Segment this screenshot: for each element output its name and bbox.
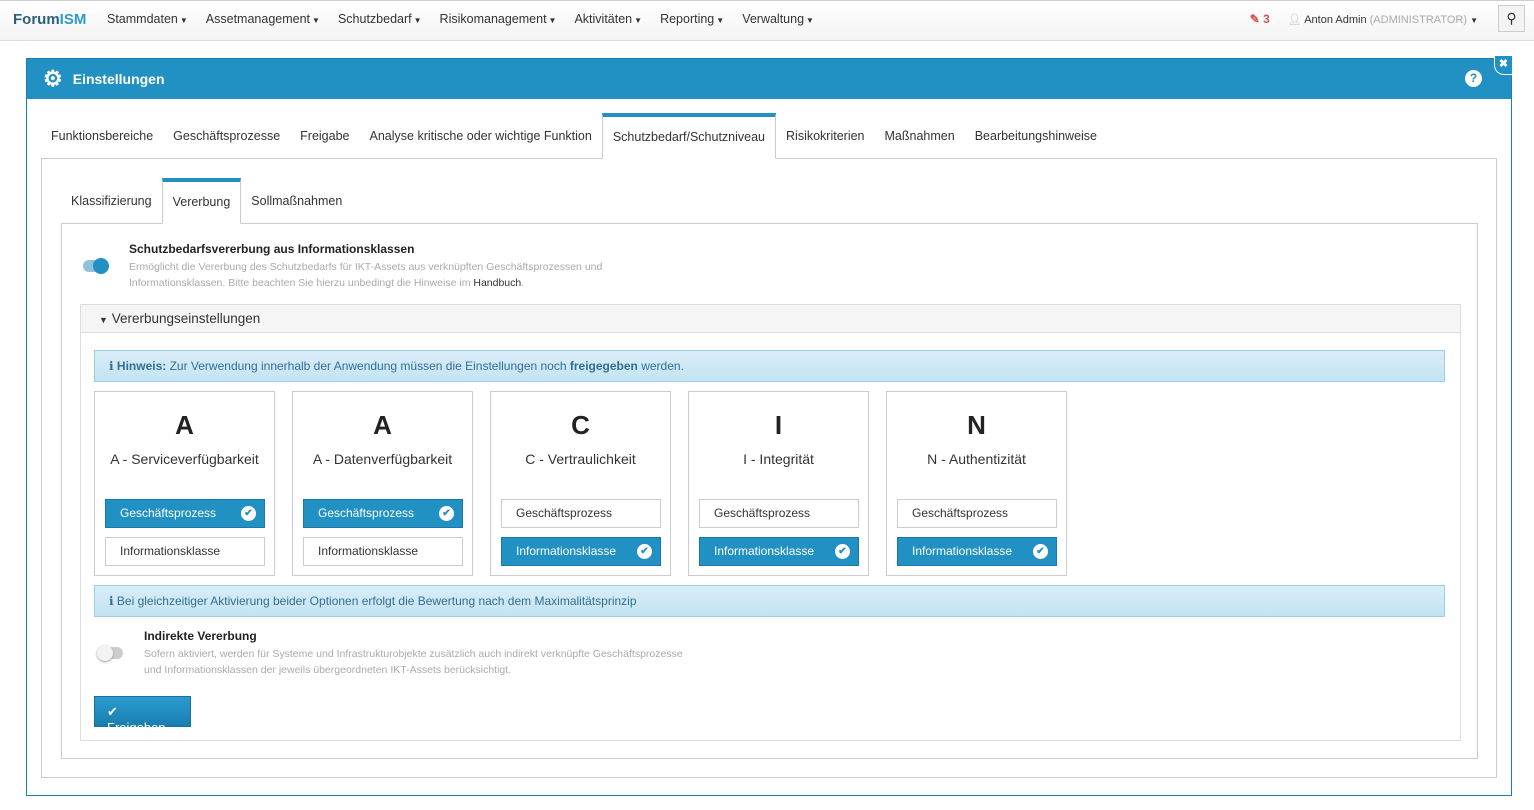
check-circle-icon: ✔ <box>439 506 454 521</box>
tab[interactable]: Freigabe <box>300 129 350 143</box>
tab[interactable]: Geschäftsprozesse <box>173 129 281 143</box>
tab[interactable]: Risikokriterien <box>786 129 865 143</box>
notifications-link[interactable]: ✎ 3 <box>1250 12 1270 26</box>
user-menu[interactable]: 👤︎ Anton Admin (ADMINISTRATOR) ▼ <box>1288 13 1478 26</box>
subtab[interactable]: Sollmaßnahmen <box>251 194 343 208</box>
help-icon[interactable]: ? <box>1465 70 1482 87</box>
brand-text: Forum <box>13 11 60 28</box>
modal-header: ⚙ Einstellungen <box>27 59 1511 99</box>
caret-down-icon: ▼ <box>548 16 557 25</box>
protection-card: I I - Integrität Geschäftsprozess Informati… <box>688 391 869 576</box>
caret-down-icon: ▼ <box>716 16 725 25</box>
option-button[interactable]: Geschäftsprozess <box>501 499 661 528</box>
check-circle-icon: ✔ <box>637 544 652 559</box>
protection-card: C C - Vertraulichkeit Geschäftsprozess Info… <box>490 391 671 576</box>
panel-header[interactable]: ▼ Vererbungseinstellungen <box>81 305 1460 333</box>
caret-down-icon: ▼ <box>413 16 422 25</box>
tab[interactable]: Bearbeitungshinweise <box>974 129 1098 143</box>
indirect-title: Indirekte Vererbung <box>144 629 257 643</box>
protection-card: A A - Serviceverfügbarkeit Geschäftsprozes… <box>94 391 275 576</box>
main-tabs: Funktionsbereiche Geschäftsprozesse Freiga… <box>41 113 1107 159</box>
inheritance-settings-panel: ▼ Vererbungseinstellungen ℹ Hinweis: Zur… <box>80 304 1461 741</box>
indirect-inheritance-toggle[interactable] <box>97 645 123 661</box>
info-icon: ℹ <box>109 359 114 373</box>
user-role: (ADMINISTRATOR) <box>1369 13 1468 26</box>
option-button[interactable]: Geschäftsprozess <box>699 499 859 528</box>
info-icon: ℹ <box>109 594 114 608</box>
modal-title: Einstellungen <box>72 71 165 87</box>
tab[interactable]: Maßnahmen <box>884 129 955 143</box>
tab[interactable]: Schutzbedarf/Schutzniveau <box>601 113 777 159</box>
subtab[interactable]: Klassifizierung <box>71 194 152 208</box>
subtab-content: Schutzbedarfsvererbung aus Informationsk… <box>61 223 1478 759</box>
card-label: A - Datenverfügbarkeit <box>312 451 453 467</box>
brand-text-accent: ISM <box>59 11 87 28</box>
caret-down-icon: ▼ <box>806 16 814 25</box>
hint-alert: ℹ Hinweis: Zur Verwendung innerhalb der … <box>94 350 1445 382</box>
tab[interactable]: Analyse kritische oder wichtige Funktion <box>369 129 592 143</box>
freigeben-button[interactable]: ✔ Freigeben <box>94 696 191 735</box>
card-letter: C <box>571 410 590 440</box>
option-button[interactable]: Geschäftsprozess ✔ <box>105 499 265 528</box>
menu-item[interactable]: Reporting ▼ <box>660 12 725 26</box>
check-circle-icon: ✔ <box>241 506 256 521</box>
card-label: C - Vertraulichkeit <box>525 451 636 467</box>
card-label: A - Serviceverfügbarkeit <box>110 451 259 467</box>
card-letter: A <box>175 410 194 440</box>
caret-down-icon: ▼ <box>99 315 108 325</box>
option-button[interactable]: Informationsklasse <box>105 537 265 566</box>
check-icon: ✔ <box>107 704 118 719</box>
search-button[interactable]: ⚲ <box>1498 5 1525 32</box>
pencil-icon: ✎ <box>1249 12 1260 26</box>
brand-logo[interactable]: ForumISM <box>13 11 86 28</box>
sub-tabs: Klassifizierung Vererbung Sollmaßnahmen <box>61 178 352 224</box>
close-icon[interactable]: ✖ <box>1494 56 1512 75</box>
notification-count: 3 <box>1263 12 1270 26</box>
option-button[interactable]: Informationsklasse <box>303 537 463 566</box>
menu-item[interactable]: Aktivitäten ▼ <box>574 12 643 26</box>
max-principle-alert: ℹ Bei gleichzeitiger Aktivierung beider … <box>94 585 1445 617</box>
inheritance-description: Ermöglicht die Vererbung des Schutzbedar… <box>129 261 603 289</box>
option-button[interactable]: Geschäftsprozess <box>897 499 1057 528</box>
panel-title: Vererbungseinstellungen <box>111 311 261 326</box>
tab-content: Klassifizierung Vererbung Sollmaßnahmen Sc… <box>41 158 1497 778</box>
indirect-description: Sofern aktiviert, werden für Systeme und… <box>144 648 683 676</box>
card-letter: N <box>967 410 986 440</box>
card-letter: A <box>373 410 392 440</box>
gear-icon: ⚙ <box>43 66 63 91</box>
menu-item[interactable]: Stammdaten ▼ <box>107 12 188 26</box>
menu-item[interactable]: Assetmanagement ▼ <box>205 12 320 26</box>
protection-card: A A - Datenverfügbarkeit Geschäftsprozess ✔… <box>292 391 473 576</box>
card-label: I - Integrität <box>743 451 814 467</box>
check-circle-icon: ✔ <box>1033 544 1048 559</box>
option-button[interactable]: Informationsklasse ✔ <box>699 537 859 566</box>
inheritance-title: Schutzbedarfsvererbung aus Informationsk… <box>129 242 415 256</box>
caret-down-icon: ▼ <box>1470 15 1478 25</box>
tab[interactable]: Funktionsbereiche <box>51 129 154 143</box>
card-label: N - Authentizität <box>927 451 1026 467</box>
user-name: Anton Admin <box>1304 13 1367 26</box>
caret-down-icon: ▼ <box>634 16 643 25</box>
handbuch-link[interactable]: Handbuch <box>473 277 522 289</box>
option-button[interactable]: Geschäftsprozess ✔ <box>303 499 463 528</box>
protection-card: N N - Authentizität Geschäftsprozess Inform… <box>886 391 1067 576</box>
card-letter: I <box>774 410 783 440</box>
top-navbar: ForumISM Stammdaten ▼ Assetmanagement ▼ Schu… <box>0 0 1534 41</box>
check-circle-icon: ✔ <box>835 544 850 559</box>
search-icon: ⚲ <box>1506 10 1517 26</box>
caret-down-icon: ▼ <box>312 16 320 25</box>
user-icon: 👤︎ <box>1287 13 1302 26</box>
option-button[interactable]: Informationsklasse ✔ <box>897 537 1057 566</box>
menu-item[interactable]: Risikomanagement ▼ <box>439 12 557 26</box>
inheritance-toggle[interactable] <box>83 258 109 274</box>
subtab[interactable]: Vererbung <box>161 178 242 224</box>
settings-modal: ⚙ Einstellungen ? ✖ Funktionsbereiche Ges… <box>26 56 1512 796</box>
menu-item[interactable]: Schutzbedarf ▼ <box>337 12 422 26</box>
option-button[interactable]: Informationsklasse ✔ <box>501 537 661 566</box>
main-menu: Stammdaten ▼ Assetmanagement ▼ Schutzbedarf ▼… <box>107 12 814 26</box>
menu-item[interactable]: Verwaltung ▼ <box>742 12 814 26</box>
caret-down-icon: ▼ <box>179 16 188 25</box>
